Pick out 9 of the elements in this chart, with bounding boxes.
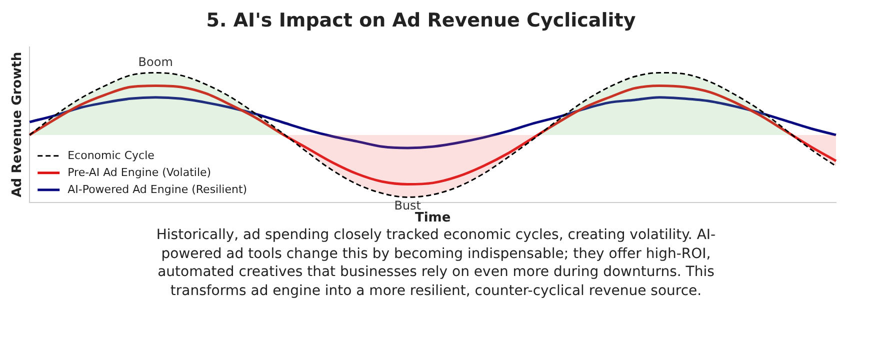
text: Historically, ad spending closely tracked economic cycles, creating volatility. AI-powered ad tools change this by becoming indispensable; they offer high-ROI, automated creatives that businesses rely on even more during downturns. This transforms ad engine into a more resilient, counter-cyclical revenue source. xyxy=(155,226,717,300)
text: Boom xyxy=(138,54,173,69)
x-axis-title: Time xyxy=(414,210,451,226)
y-axis-title: Ad Revenue Growth xyxy=(10,52,26,198)
legend-label: Pre-AI Ad Engine (Volatile) xyxy=(68,166,212,179)
legend-label: Economic Cycle xyxy=(68,148,155,162)
chart-title: 5. AI's Impact on Ad Revenue Cyclicality xyxy=(206,9,636,32)
legend-label: AI-Powered Ad Engine (Resilient) xyxy=(68,182,248,196)
annotation: Bust xyxy=(394,198,422,212)
